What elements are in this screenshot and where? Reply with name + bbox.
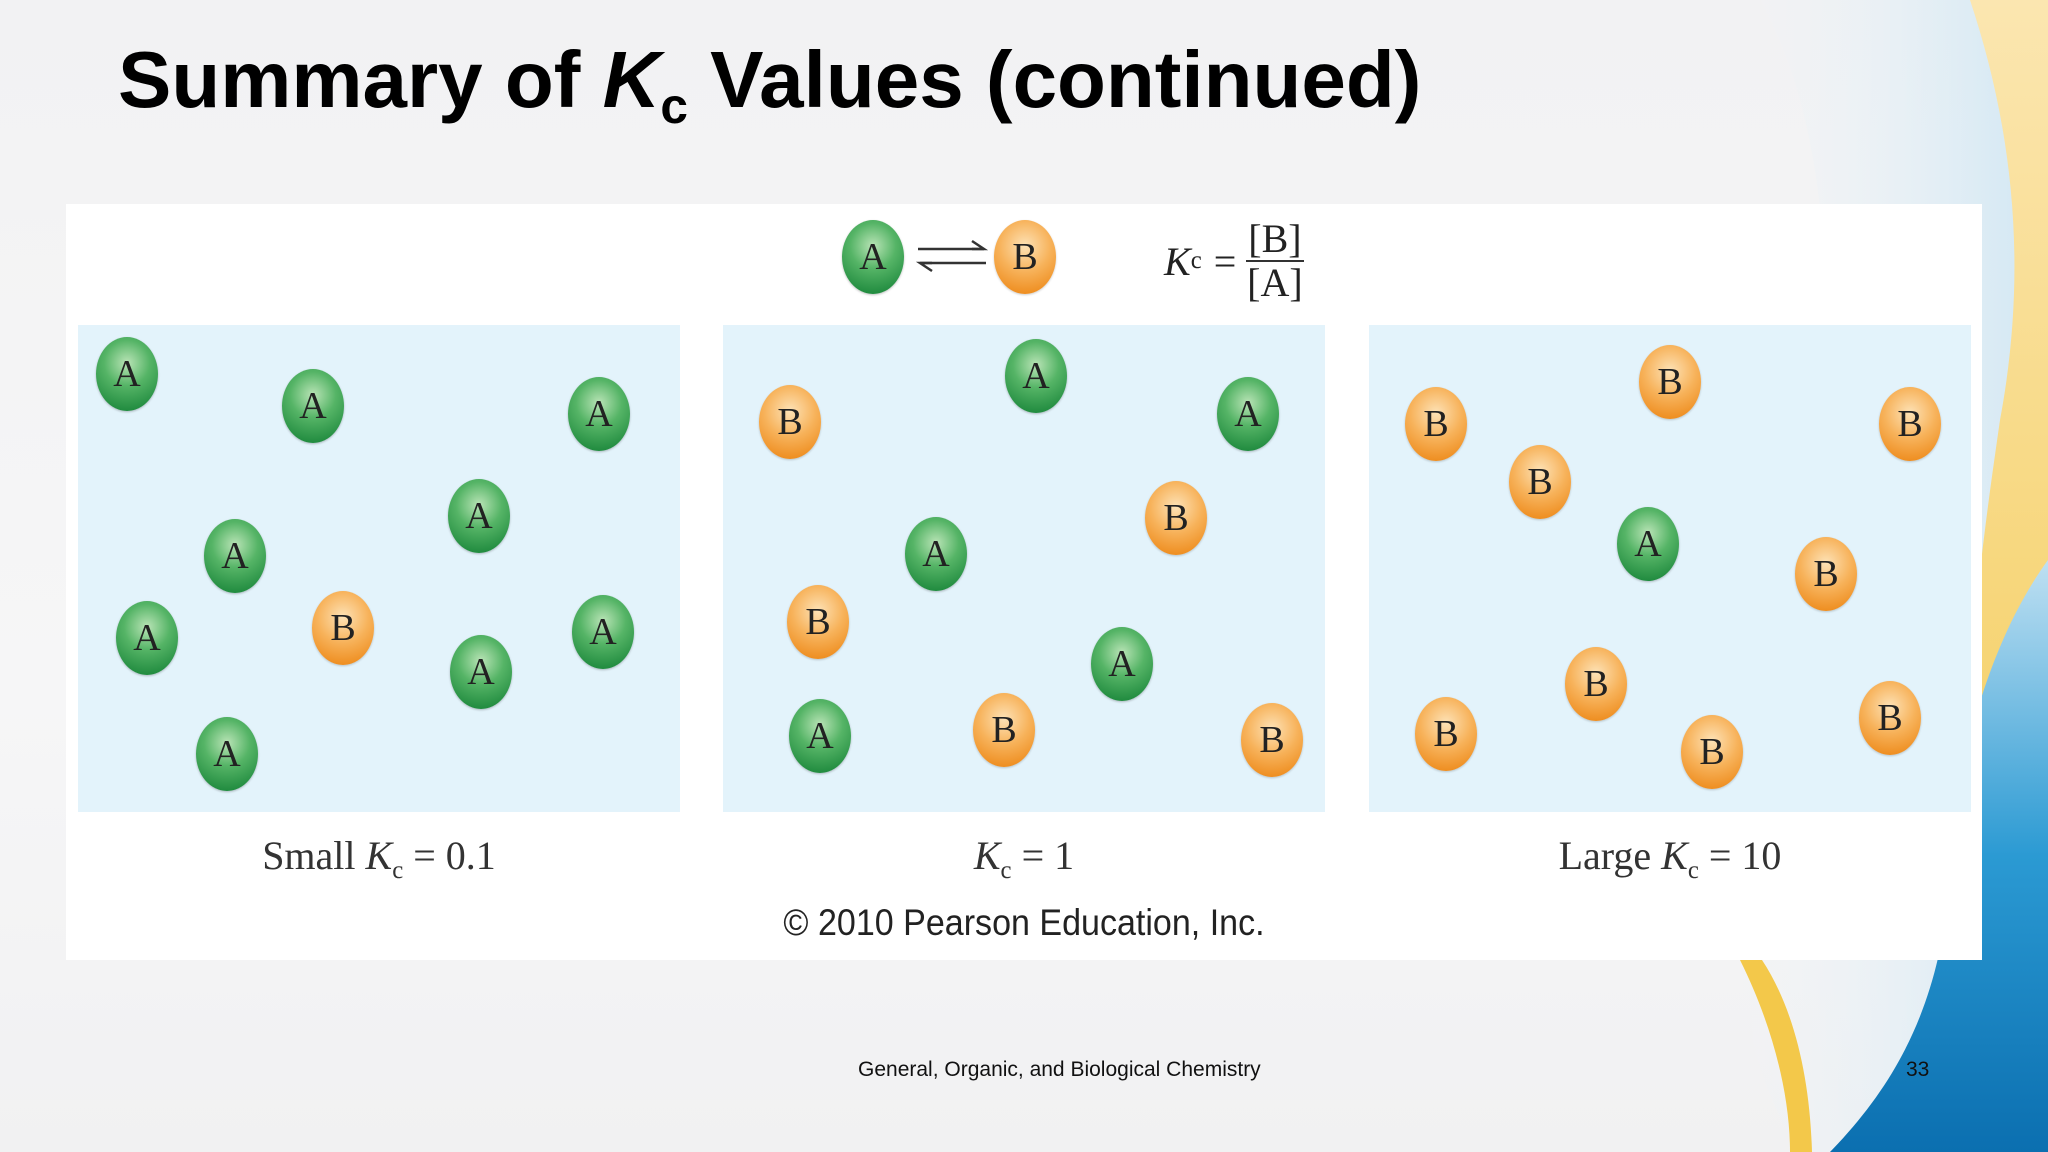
- kc-symbol: K: [1164, 238, 1191, 284]
- kc-subscript: c: [1190, 247, 1202, 274]
- panel-kc-one: A B A B A B A A B B: [723, 325, 1325, 812]
- molecule: B: [1681, 715, 1743, 789]
- caption-k-subscript: c: [1000, 857, 1012, 884]
- title-text-after: Values (continued): [687, 35, 1422, 124]
- molecule: A: [96, 337, 158, 411]
- molecule: A: [1217, 377, 1279, 451]
- molecule: B: [1639, 345, 1701, 419]
- molecule: A: [196, 717, 258, 791]
- molecule: B: [312, 591, 374, 665]
- molecule: B: [1415, 697, 1477, 771]
- molecule: A: [448, 479, 510, 553]
- molecule: B: [787, 585, 849, 659]
- molecule: A: [450, 635, 512, 709]
- molecule: A: [1091, 627, 1153, 701]
- caption-k-subscript: c: [1687, 857, 1699, 884]
- molecule: A: [789, 699, 851, 773]
- caption-prefix: Large: [1558, 833, 1662, 878]
- caption-k-symbol: K: [1661, 833, 1688, 878]
- molecule: A: [1617, 507, 1679, 581]
- slide-footer: General, Organic, and Biological Chemist…: [858, 1058, 1261, 1081]
- molecule: A: [282, 369, 344, 443]
- caption-small-kc: Small Kc = 0.1: [78, 832, 680, 885]
- caption-large-kc: Large Kc = 10: [1369, 832, 1971, 885]
- kc-fraction: [B] [A]: [1246, 216, 1304, 305]
- caption-k-symbol: K: [365, 833, 393, 878]
- molecule: A: [572, 595, 634, 669]
- molecule: B: [973, 693, 1035, 767]
- copyright-notice: © 2010 Pearson Education, Inc.: [783, 902, 1265, 943]
- caption-value: = 0.1: [403, 833, 496, 878]
- molecule: B: [759, 385, 821, 459]
- reactant-molecule-a: A: [842, 220, 904, 294]
- molecule: A: [116, 601, 178, 675]
- caption-kc-one: Kc = 1: [723, 832, 1325, 885]
- caption-k-symbol: K: [973, 833, 1001, 878]
- product-molecule-b: B: [994, 220, 1056, 294]
- slide-title: Summary of Kc Values (continued): [118, 40, 1421, 131]
- panel-large-kc: B B B B A B B B B B: [1369, 325, 1971, 812]
- molecule: B: [1145, 481, 1207, 555]
- molecule: A: [204, 519, 266, 593]
- caption-value: = 1: [1011, 833, 1075, 878]
- molecule: A: [568, 377, 630, 451]
- equals-sign: =: [1213, 238, 1237, 284]
- title-k-symbol: K: [602, 35, 661, 124]
- caption-prefix: Small: [262, 833, 366, 878]
- molecule: B: [1405, 387, 1467, 461]
- caption-value: = 10: [1698, 833, 1782, 878]
- panel-small-kc: A A A A A A B A A A: [78, 325, 680, 812]
- molecule: B: [1241, 703, 1303, 777]
- molecule: A: [905, 517, 967, 591]
- molecule: A: [1005, 339, 1067, 413]
- page-number: 33: [1906, 1058, 1930, 1081]
- molecule: B: [1509, 445, 1571, 519]
- molecule: B: [1795, 537, 1857, 611]
- equilibrium-arrows-icon: [915, 239, 989, 273]
- fraction-numerator: [B]: [1246, 216, 1304, 262]
- title-k-subscript: c: [660, 77, 688, 134]
- molecule: B: [1565, 647, 1627, 721]
- molecule: B: [1859, 681, 1921, 755]
- title-text-before: Summary of: [118, 35, 603, 124]
- fraction-denominator: [A]: [1247, 260, 1303, 305]
- caption-k-subscript: c: [392, 857, 404, 884]
- molecule: B: [1879, 387, 1941, 461]
